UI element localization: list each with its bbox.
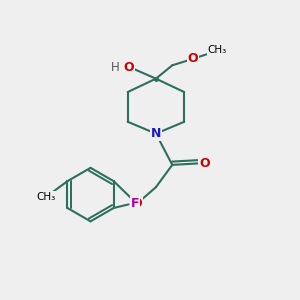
Text: N: N	[151, 127, 161, 140]
Text: H: H	[111, 61, 119, 74]
Text: F: F	[131, 197, 140, 210]
Text: O: O	[131, 197, 142, 210]
Text: O: O	[123, 61, 134, 74]
Text: CH₃: CH₃	[207, 45, 226, 55]
Text: O: O	[188, 52, 198, 65]
Text: O: O	[199, 157, 210, 170]
Text: CH₃: CH₃	[36, 192, 56, 202]
